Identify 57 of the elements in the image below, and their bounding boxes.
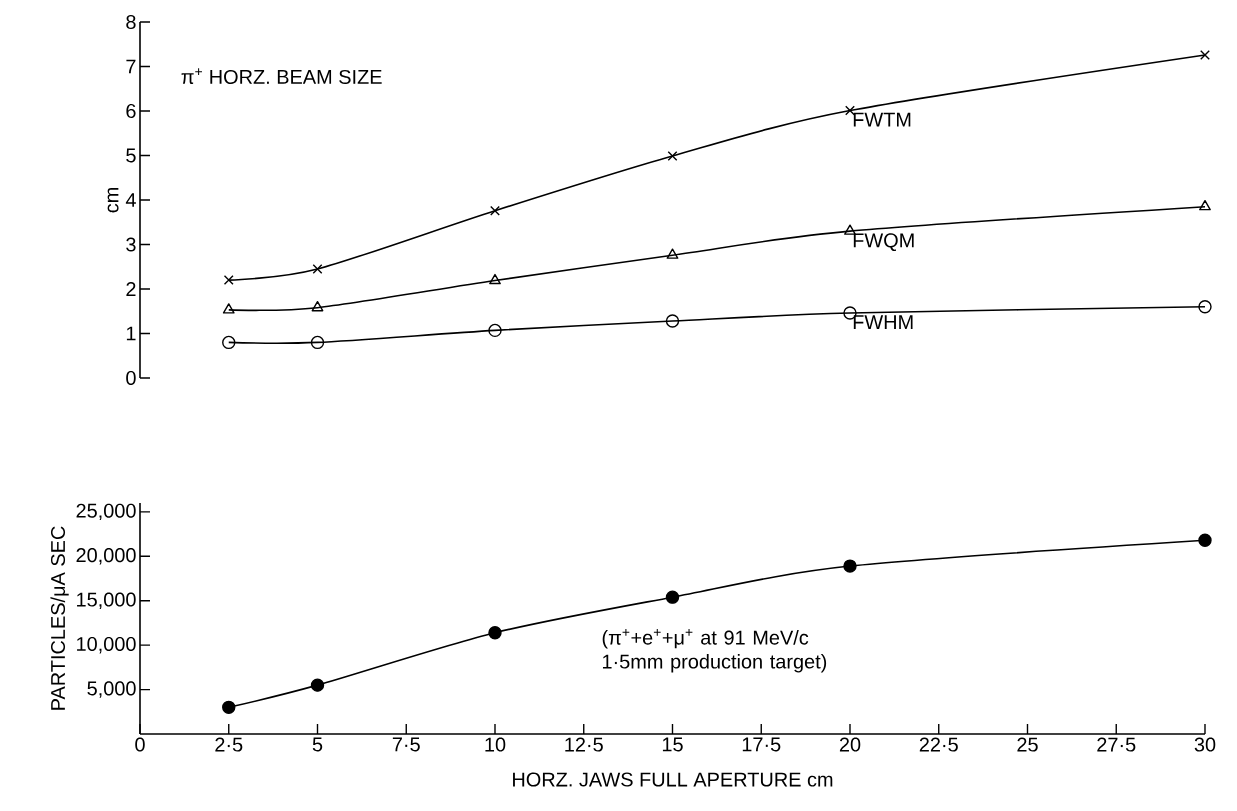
point: [1199, 199, 1211, 211]
x-axis-title: HORZ. JAWS FULL APERTURE cm: [513, 772, 833, 787]
point: [845, 105, 855, 116]
text: π$^{+}$ HORZ. BEAM SIZE: [181, 68, 382, 84]
y-tick-label: 1: [126, 326, 136, 341]
point: [488, 323, 502, 338]
y-tick-label: 0: [126, 370, 136, 386]
y-tick-label: 25,000: [76, 503, 136, 521]
point: [1198, 300, 1212, 314]
y-tick-label: 6: [126, 103, 136, 119]
x-tick-label: 27·5: [1097, 737, 1136, 752]
series-label: FWHM: [853, 315, 913, 329]
series-label: FWTM: [853, 112, 911, 127]
point: [312, 264, 323, 274]
y-axis-title: PARTICLES/μA SEC: [50, 526, 69, 710]
x-tick-label: 10: [485, 737, 506, 752]
point: [311, 300, 324, 312]
point: [489, 273, 501, 285]
point: [665, 314, 680, 328]
point: [665, 590, 680, 604]
annotation: (π$^{+}$+e$^{+}$+μ$^{+}$ at 91 MeV/c 1·5mm production target): [602, 628, 827, 673]
y-tick-label: 20,000: [76, 548, 136, 565]
y-tick-label: 10,000: [77, 636, 136, 654]
point: [222, 303, 235, 314]
x-tick-label: 15: [662, 737, 683, 752]
point: [1198, 533, 1212, 548]
series-label: FWQM: [853, 233, 914, 252]
y-tick-label: 7: [126, 59, 136, 74]
point: [666, 248, 679, 259]
point: [1200, 49, 1210, 60]
y-axis-title: cm: [107, 188, 119, 213]
point: [667, 151, 678, 161]
x-tick-label: 7·5: [392, 737, 420, 752]
x-tick-label: 17·5: [742, 737, 781, 752]
point: [490, 205, 500, 216]
x-tick-label: 5: [312, 737, 323, 752]
y-tick-label: 5,000: [87, 681, 136, 698]
x-tick-label: 30: [1194, 737, 1216, 752]
x-tick-label: 25: [1017, 737, 1038, 752]
x-tick-label: 12·5: [565, 737, 603, 752]
point: [222, 700, 236, 715]
y-tick-label: 3: [126, 237, 136, 252]
x-tick-label: 2·5: [215, 737, 243, 752]
point: [222, 335, 236, 350]
y-tick-label: 5: [126, 148, 136, 163]
point: [310, 335, 325, 350]
x-tick-label: 20: [839, 737, 861, 752]
point: [488, 626, 502, 640]
point: [310, 678, 325, 692]
x-tick-label: 22·5: [919, 737, 958, 752]
point: [844, 224, 856, 235]
y-tick-label: 4: [125, 193, 136, 207]
y-tick-label: 8: [126, 14, 136, 30]
y-tick-label: 15,000: [77, 592, 136, 609]
y-tick-label: 2: [126, 282, 136, 296]
point: [843, 559, 857, 573]
point: [223, 275, 234, 286]
